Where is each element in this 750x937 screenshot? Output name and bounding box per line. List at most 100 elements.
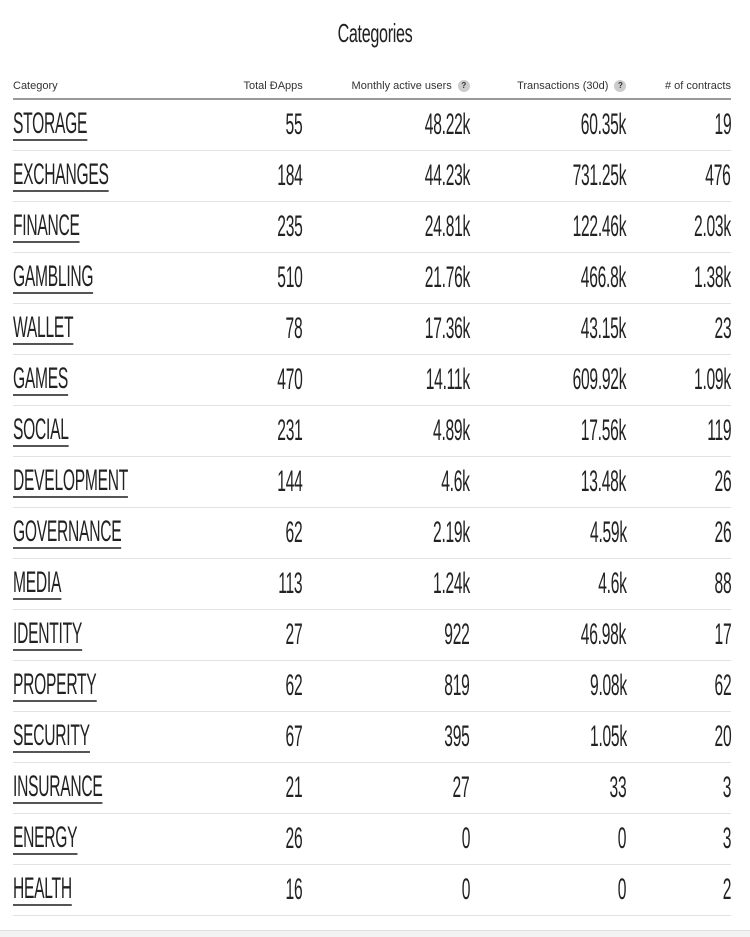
column-header-total-dapps[interactable]: Total ĐApps [234,74,303,100]
transactions-value: 43.15k [581,312,627,345]
page-title: Categories [337,18,413,48]
transactions-cell: 4.59k [469,507,627,559]
table-row[interactable]: SOCIAL 231 4.89k 17.56k 119 [13,405,731,457]
category-link[interactable]: GAMES [13,362,69,396]
monthly-active-users-value: 0 [461,873,470,906]
monthly-active-users-cell: 0 [302,813,470,865]
contracts-value: 2.03k [694,210,731,243]
transactions-value: 122.46k [572,210,627,243]
contracts-value: 62 [714,669,731,702]
column-header-category[interactable]: Category [13,74,235,100]
column-header-contracts[interactable]: # of contracts [626,74,731,100]
total-dapps-value: 184 [277,159,304,192]
contracts-value: 20 [714,720,731,753]
transactions-cell: 731.25k [469,150,627,202]
category-cell: WALLET [13,303,235,355]
category-link[interactable]: MEDIA [13,566,62,600]
category-link[interactable]: ENERGY [13,821,78,855]
contracts-value: 1.09k [694,363,731,396]
transactions-value: 13.48k [581,465,627,498]
category-link[interactable]: SECURITY [13,719,90,753]
contracts-cell: 3 [626,762,731,814]
monthly-active-users-value: 1.24k [432,567,470,600]
category-link[interactable]: GAMBLING [13,260,94,294]
table-row[interactable]: HEALTH 16 0 0 2 [13,864,732,916]
monthly-active-users-cell: 819 [302,660,471,712]
contracts-cell: 88 [626,558,731,610]
transactions-cell: 33 [469,762,627,814]
contracts-cell: 26 [626,456,731,508]
total-dapps-cell: 26 [234,813,303,865]
monthly-active-users-value: 2.19k [432,516,470,549]
table-row[interactable]: IDENTITY 27 922 46.98k 17 [13,609,731,661]
monthly-active-users-value: 922 [444,618,471,651]
category-cell: IDENTITY [13,609,235,661]
category-cell: INSURANCE [13,762,235,814]
transactions-cell: 122.46k [469,201,627,253]
category-link[interactable]: WALLET [13,311,74,345]
contracts-cell: 20 [626,711,731,763]
total-dapps-value: 235 [277,210,304,243]
category-cell: PROPERTY [13,660,235,712]
category-link[interactable]: IDENTITY [13,617,82,651]
category-link[interactable]: GOVERNANCE [13,515,122,549]
category-link[interactable]: EXCHANGES [13,158,109,192]
monthly-active-users-cell: 395 [302,711,470,763]
contracts-value: 88 [714,567,731,600]
monthly-active-users-value: 819 [444,669,471,702]
table-row[interactable]: SECURITY 67 395 1.05k 20 [13,711,731,763]
column-header-mau-label: Monthly active users [351,79,452,92]
column-header-monthly-active-users[interactable]: Monthly active users? [302,74,470,100]
category-link[interactable]: STORAGE [13,107,88,141]
table-row[interactable]: PROPERTY 62 819 9.08k 62 [13,660,731,712]
monthly-active-users-value: 4.89k [432,414,470,447]
transactions-value: 46.98k [581,618,627,651]
contracts-cell: 17 [626,609,731,661]
table-row[interactable]: MEDIA 113 1.24k 4.6k 88 [13,558,731,610]
category-cell: STORAGE [13,99,235,151]
category-cell: GOVERNANCE [13,507,235,559]
table-row[interactable]: DEVELOPMENT 144 4.6k 13.48k 26 [13,456,731,508]
contracts-value: 19 [714,108,731,141]
category-link[interactable]: HEALTH [13,872,72,906]
table-row[interactable]: INSURANCE 21 27 33 3 [13,762,731,814]
table-row[interactable]: EXCHANGES 184 44.23k 731.25k 476 [13,150,731,202]
table-row[interactable]: GAMES 470 14.11k 609.92k 1.09k [13,354,731,406]
table-row[interactable]: GOVERNANCE 62 2.19k 4.59k 26 [13,507,731,559]
category-cell: FINANCE [13,201,235,253]
transactions-value: 0 [617,822,627,855]
contracts-value: 3 [722,822,732,855]
transactions-cell: 466.8k [469,252,627,304]
transactions-value: 33 [609,771,627,804]
help-icon[interactable]: ? [457,80,470,93]
help-icon[interactable]: ? [614,80,627,93]
contracts-value: 2 [722,873,732,906]
transactions-cell: 1.05k [469,711,627,763]
contracts-value: 26 [714,516,731,549]
transactions-value: 17.56k [581,414,627,447]
table-row[interactable]: GAMBLING 510 21.76k 466.8k 1.38k [13,252,731,304]
category-link[interactable]: DEVELOPMENT [13,464,129,498]
column-header-transactions[interactable]: Transactions (30d)? [469,74,627,100]
total-dapps-value: 470 [277,363,304,396]
category-link[interactable]: SOCIAL [13,413,69,447]
monthly-active-users-cell: 48.22k [302,99,470,151]
monthly-active-users-cell: 21.76k [302,252,470,304]
total-dapps-cell: 62 [234,507,303,559]
table-row[interactable]: STORAGE 55 48.22k 60.35k 19 [13,99,731,151]
category-link[interactable]: INSURANCE [13,770,103,804]
transactions-cell: 17.56k [469,405,627,457]
table-row[interactable]: WALLET 78 17.36k 43.15k 23 [13,303,731,355]
total-dapps-cell: 235 [234,201,304,253]
total-dapps-cell: 27 [234,609,303,661]
total-dapps-value: 231 [277,414,304,447]
column-header-tx-label: Transactions (30d) [517,79,609,92]
table-row[interactable]: ENERGY 26 0 0 3 [13,813,732,865]
table-row[interactable]: FINANCE 235 24.81k 122.46k 2.03k [13,201,731,253]
category-link[interactable]: PROPERTY [13,668,97,702]
category-cell: EXCHANGES [13,150,235,202]
category-link[interactable]: FINANCE [13,209,80,243]
contracts-cell: 3 [626,813,732,865]
total-dapps-value: 62 [285,516,303,549]
contracts-cell: 23 [626,303,731,355]
